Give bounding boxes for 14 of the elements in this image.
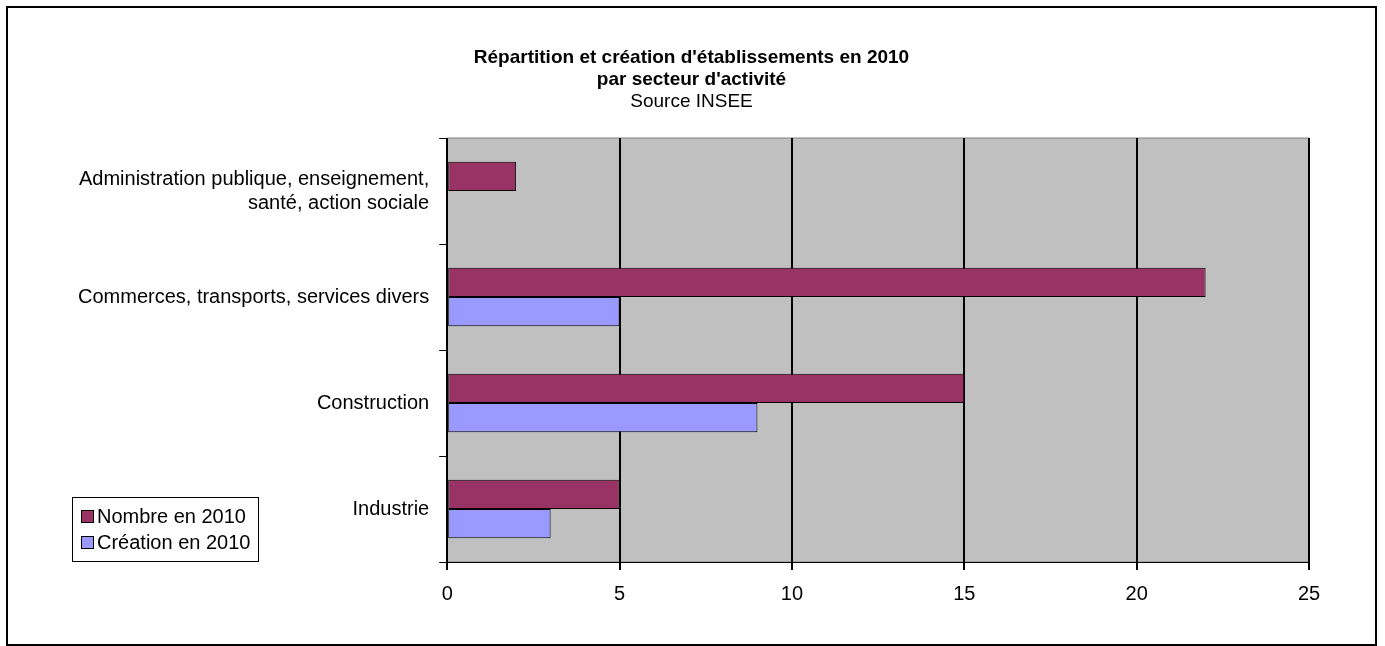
y-tick-label: Construction (316, 390, 430, 413)
x-tick-label: 20 (1125, 581, 1148, 604)
x-tick-label: 0 (441, 581, 453, 604)
y-tick-label: Industrie (352, 496, 430, 519)
x-tick-label: 5 (614, 581, 626, 604)
x-tick-label: 10 (780, 581, 804, 604)
legend-label: Création en 2010 (97, 531, 251, 554)
chart-title: Répartition et création d'établissements en 2010 par secteur d'activité (472, 46, 911, 90)
x-tick-label: 25 (1297, 581, 1321, 604)
y-tick-label: Administration publique, enseignement, santé, action sociale (78, 166, 430, 213)
chart-subtitle: Source INSEE (629, 90, 754, 112)
x-tick-label: 15 (953, 581, 976, 604)
y-tick-label: Commerces, transports, services divers (78, 284, 430, 307)
legend-label: Nombre en 2010 (97, 505, 246, 528)
